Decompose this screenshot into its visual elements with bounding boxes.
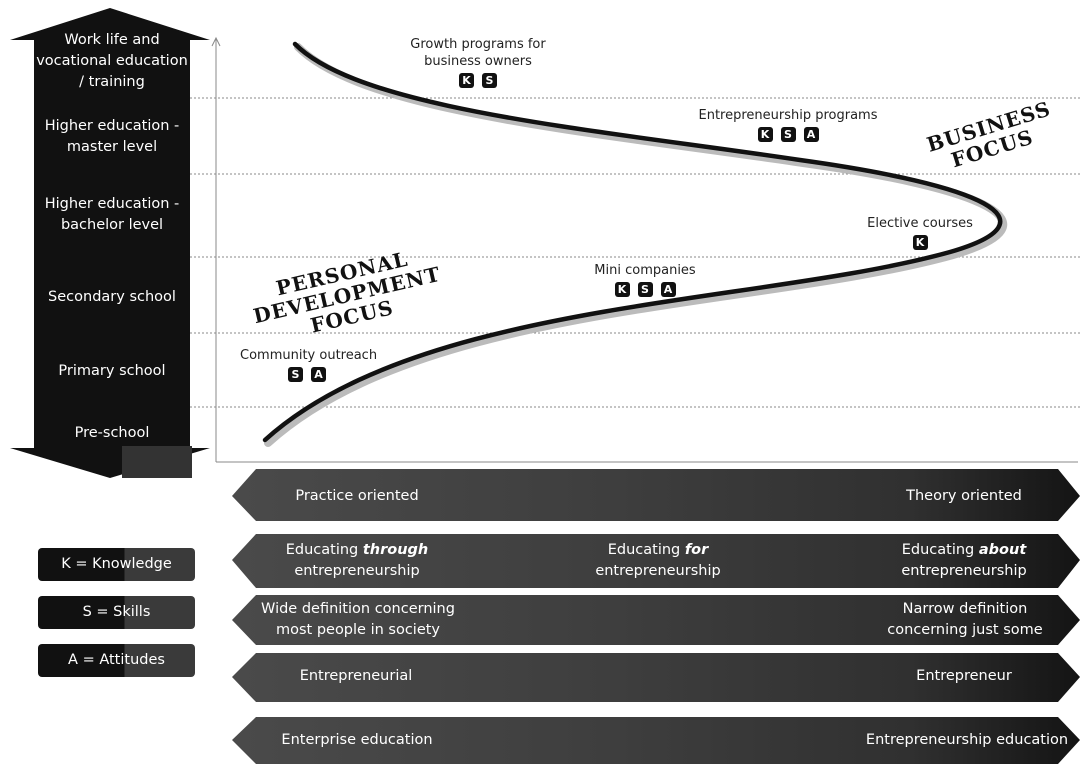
- legend-knowledge: K = Knowledge: [38, 548, 195, 581]
- program-growth: Growth programs for business owners K S: [398, 36, 558, 88]
- band-arrow-3: [232, 595, 1080, 645]
- legend-skills: S = Skills: [38, 596, 195, 629]
- program-mini-badges: K S A: [580, 282, 710, 297]
- program-entrepreneurship: Entrepreneurship programs K S A: [688, 107, 888, 142]
- legend-attitudes: A = Attitudes: [38, 644, 195, 677]
- program-elective: Elective courses K: [858, 215, 982, 250]
- bands: [232, 469, 1080, 764]
- level-secondary: Secondary school: [48, 288, 176, 305]
- level-preschool: Pre-school: [74, 424, 150, 441]
- levels-double-arrow: [10, 8, 210, 478]
- band-arrow-2: [232, 534, 1080, 588]
- band3-right: Narrow definition concerning just some: [887, 601, 1043, 638]
- badge-a: A: [803, 127, 819, 142]
- band-arrow-5: [232, 717, 1080, 764]
- band4-right: Entrepreneur: [916, 668, 1012, 684]
- level-master: Higher education - master level: [44, 118, 180, 155]
- level-separators: [190, 97, 1080, 408]
- level-work-life: Work life and vocational education / tra…: [36, 31, 188, 90]
- band2-middle: Educating for entrepreneurship: [560, 540, 756, 582]
- program-elective-label: Elective courses: [867, 216, 973, 231]
- y-axis-arrowhead: [211, 36, 221, 47]
- band2-right-pre: Educating: [901, 542, 979, 558]
- band5-left: Enterprise education: [281, 732, 433, 748]
- badge-k: K: [757, 127, 773, 142]
- band2-left-post: entrepreneurship: [294, 563, 420, 579]
- band2-right-em: about: [978, 542, 1027, 558]
- badge-a: A: [660, 282, 676, 297]
- program-community-label: Community outreach: [240, 348, 378, 363]
- program-entrepreneurship-badges: K S A: [688, 127, 888, 142]
- program-entrepreneurship-label: Entrepreneurship programs: [698, 108, 878, 123]
- band2-right-post: entrepreneurship: [901, 563, 1027, 579]
- program-elective-badges: K: [858, 235, 982, 250]
- band2-left: Educating through entrepreneurship: [252, 540, 462, 582]
- band3-left: Wide definition concerning most people i…: [261, 601, 455, 638]
- badge-s: S: [482, 73, 497, 88]
- program-mini: Mini companies K S A: [580, 262, 710, 297]
- band2-mid-em: for: [684, 542, 709, 558]
- program-community: Community outreach S A: [240, 347, 390, 382]
- program-growth-label: Growth programs for business owners: [410, 37, 546, 69]
- band2-right: Educating about entrepreneurship: [876, 540, 1052, 582]
- band4-left: Entrepreneurial: [299, 668, 413, 684]
- level-bachelor: Higher education - bachelor level: [44, 196, 180, 233]
- badge-s: S: [637, 282, 653, 297]
- program-growth-badges: K S: [398, 73, 558, 88]
- badge-s: S: [780, 127, 796, 142]
- band2-mid-pre: Educating: [607, 542, 685, 558]
- band5-right: Entrepreneurship education: [865, 732, 1069, 748]
- band-arrow-4: [232, 653, 1080, 702]
- band2-left-pre: Educating: [285, 542, 363, 558]
- band-arrow-1: [232, 469, 1080, 521]
- preschool-lighter-patch: [122, 446, 192, 478]
- level-primary: Primary school: [58, 362, 166, 379]
- focus-curve: [262, 41, 1003, 443]
- badge-k: K: [912, 235, 928, 250]
- band2-left-em: through: [362, 542, 429, 558]
- badge-k: K: [459, 73, 474, 88]
- badge-a: A: [311, 367, 326, 382]
- badge-k: K: [614, 282, 630, 297]
- band1-left: Practice oriented: [295, 488, 419, 504]
- program-community-badges: S A: [240, 367, 390, 382]
- band2-mid-post: entrepreneurship: [595, 563, 721, 579]
- badge-s: S: [288, 367, 303, 382]
- program-mini-label: Mini companies: [594, 263, 696, 278]
- band1-right: Theory oriented: [906, 488, 1022, 504]
